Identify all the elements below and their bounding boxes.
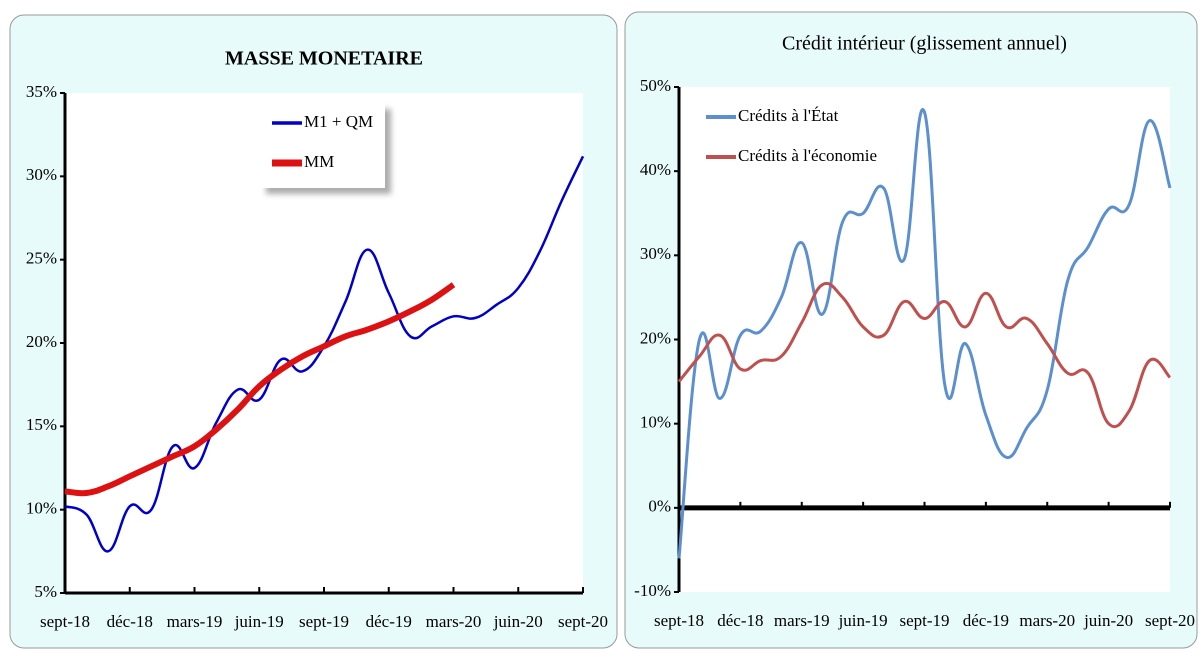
chart-title: Crédit intérieur (glissement annuel) — [782, 33, 1067, 55]
x-tick-label: mars-20 — [426, 612, 482, 631]
legend-box — [694, 97, 894, 182]
legend-box — [260, 103, 385, 188]
x-tick-label: sept-19 — [299, 612, 349, 631]
x-tick-label: juin-19 — [838, 611, 888, 630]
y-tick-label: 30% — [640, 244, 671, 263]
x-tick-label: déc-18 — [107, 612, 153, 631]
legend-label: Crédits à l'État — [738, 106, 839, 125]
chart-title: MASSE MONETAIRE — [225, 48, 423, 70]
legend-label: MM — [304, 152, 334, 171]
x-tick-label: sept-18 — [654, 611, 704, 630]
y-tick-label: 10% — [26, 499, 57, 518]
y-tick-label: 20% — [26, 332, 57, 351]
y-tick-label: 25% — [26, 249, 57, 268]
y-tick-label: 15% — [26, 415, 57, 434]
x-tick-label: mars-19 — [167, 612, 223, 631]
x-tick-label: sept-19 — [899, 611, 949, 630]
y-tick-label: -10% — [634, 581, 671, 600]
x-tick-label: déc-19 — [963, 611, 1009, 630]
y-tick-label: 10% — [640, 413, 671, 432]
x-tick-label: juin-19 — [234, 612, 284, 631]
x-tick-label: mars-20 — [1019, 611, 1075, 630]
x-tick-label: sept-18 — [40, 612, 90, 631]
legend-label: M1 + QM — [304, 112, 373, 131]
line-series — [677, 108, 1172, 559]
x-tick-label: déc-18 — [717, 611, 763, 630]
y-tick-label: 50% — [640, 76, 671, 95]
y-tick-label: 40% — [640, 160, 671, 179]
x-tick-label: déc-19 — [366, 612, 412, 631]
y-tick-label: 35% — [26, 82, 57, 101]
y-tick-label: 20% — [640, 328, 671, 347]
line-series — [64, 282, 456, 497]
x-tick-label: sept-20 — [1145, 611, 1195, 630]
legend-label: Crédits à l'économie — [738, 146, 877, 165]
y-tick-label: 5% — [34, 582, 57, 601]
x-tick-label: juin-20 — [1083, 611, 1133, 630]
x-tick-label: juin-20 — [493, 612, 543, 631]
y-tick-label: 30% — [26, 165, 57, 184]
x-tick-label: sept-20 — [558, 612, 608, 631]
x-tick-label: mars-19 — [774, 611, 830, 630]
line-series — [677, 281, 1172, 429]
y-tick-label: 0% — [648, 497, 671, 516]
